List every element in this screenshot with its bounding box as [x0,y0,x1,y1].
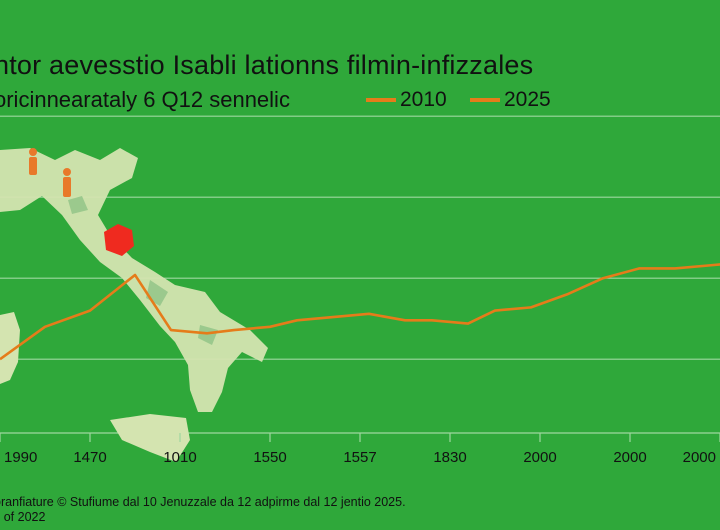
italy-mainland-shape [0,148,268,412]
footer-date-note: s of 2022 [0,510,46,524]
legend-swatch [470,98,500,102]
map-region-patch [68,196,88,214]
chart-subtitle: oricinnearataly 6 Q12 sennelic [0,87,290,112]
x-tick-label: 2000 [613,449,646,466]
legend-item-2010: 2010 [366,88,447,112]
italy-map-illustration [0,148,268,462]
person-marker-icon [29,148,37,175]
x-tick-label: 1010 [163,449,196,466]
x-tick-label: 1990 [4,449,37,466]
x-tick-label: 1830 [433,449,466,466]
x-tick-label: 1557 [343,449,376,466]
legend-item-2025: 2025 [470,88,551,112]
person-marker-icon [63,168,71,197]
legend-label: 2010 [400,88,447,111]
series-layer [0,263,720,361]
legend-swatch [366,98,396,102]
x-tick-label: 2000 [683,449,716,466]
x-tick-label: 1550 [253,449,286,466]
map-region-patch [198,325,218,345]
x-axis-ticks: 1990 1470 1010 1550 1557 1830 2000 2000 2000 [0,433,720,466]
sardinia-shape [0,312,20,384]
sicily-shape [110,414,190,462]
chart-title: ntor aevesstio Isabli lationns filmin-in… [0,50,534,80]
footer-source-note: oranfiature © Stufiume dal 10 Jenuzzale … [0,495,406,509]
x-tick-label: 2000 [523,449,556,466]
series-line-2010 [0,263,720,361]
legend-label: 2025 [504,88,551,111]
map-highlight-region [104,224,134,256]
x-tick-label: 1470 [73,449,106,466]
